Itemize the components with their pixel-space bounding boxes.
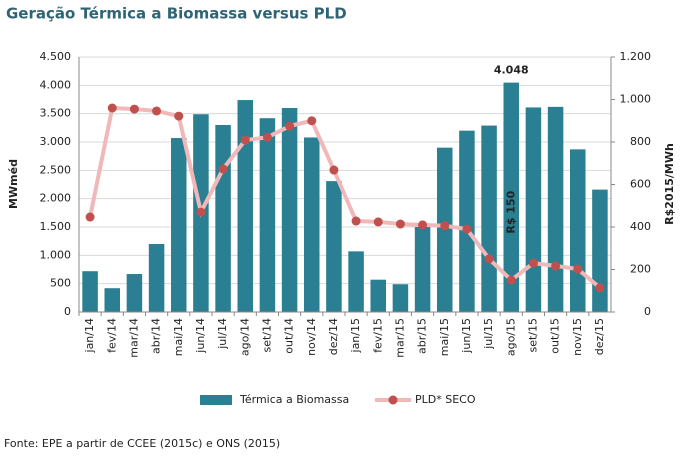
bar: [303, 137, 320, 312]
bar: [215, 125, 231, 312]
x-tick-label: jun/14: [194, 318, 207, 354]
line: [88, 105, 602, 290]
bar: [569, 149, 586, 312]
x-tick-label: set/14: [260, 318, 273, 353]
bar: [348, 251, 364, 312]
line-marker: [506, 275, 516, 285]
legend-label: PLD* SECO: [415, 393, 476, 406]
bar: [326, 181, 342, 312]
y-tick-label: 4.000: [40, 78, 72, 91]
y2-tick-label: 1.200: [620, 50, 652, 63]
x-tick-label: mar/15: [393, 318, 406, 358]
chart-title: Geração Térmica a Biomassa versus PLD: [6, 5, 347, 23]
legend-marker: [388, 395, 398, 405]
bar: [392, 284, 409, 312]
bar: [281, 108, 298, 312]
y-tick-label: 3.000: [40, 135, 72, 148]
line-marker: [240, 135, 250, 145]
line-marker: [373, 217, 383, 227]
bar: [525, 107, 542, 312]
bar: [459, 130, 475, 312]
y-tick-label: 500: [50, 277, 71, 290]
bar: [481, 125, 497, 312]
y-tick-label: 4.500: [40, 50, 72, 63]
x-tick-label: dez/14: [327, 318, 340, 355]
y-tick-label: 2.500: [40, 163, 72, 176]
y-axis-title: MWméd: [7, 159, 20, 209]
line-marker: [329, 165, 339, 175]
x-tick-label: out/15: [549, 318, 562, 354]
line-marker: [307, 116, 317, 126]
y-tick-label: 3.500: [40, 107, 72, 120]
y-tick-label: 1.000: [40, 248, 72, 261]
x-tick-label: mai/14: [172, 318, 185, 356]
line-marker: [395, 219, 405, 229]
x-tick-label: dez/15: [593, 318, 606, 355]
bar: [503, 82, 520, 312]
line-marker: [107, 103, 117, 113]
x-tick-label: abr/15: [416, 318, 429, 354]
line-marker: [262, 132, 272, 142]
y-tick-label: 2.000: [40, 192, 72, 205]
x-tick-label: ago/15: [504, 318, 517, 356]
bar: [82, 271, 98, 312]
x-tick-label: fev/14: [105, 318, 118, 353]
bar: [547, 106, 564, 312]
y2-tick-label: 0: [644, 305, 651, 318]
data-label: R$ 150: [504, 190, 517, 233]
x-tick-label: fev/15: [371, 318, 384, 353]
line-marker: [462, 224, 472, 234]
y-tick-label: 1.500: [40, 220, 72, 233]
line-marker: [351, 216, 361, 226]
line-marker: [152, 106, 162, 116]
y2-tick-label: 200: [630, 263, 651, 276]
line-marker: [440, 221, 450, 231]
y2-tick-label: 800: [630, 135, 651, 148]
bar: [237, 100, 254, 312]
line-marker: [484, 254, 494, 264]
data-label: 4.048: [494, 64, 529, 77]
bar: [126, 274, 143, 312]
line-marker: [196, 207, 206, 217]
line-marker: [285, 121, 295, 131]
x-tick-label: jul/15: [482, 318, 495, 350]
line-marker: [528, 258, 538, 268]
x-tick-label: jan/14: [83, 318, 96, 353]
bar: [259, 118, 276, 312]
line-marker: [595, 283, 605, 293]
line-marker: [573, 264, 583, 274]
y2-tick-label: 600: [630, 178, 651, 191]
line-marker: [418, 220, 428, 230]
bar: [170, 138, 187, 312]
x-tick-label: mai/15: [438, 318, 451, 356]
bar: [592, 189, 608, 312]
y2-tick-label: 400: [630, 220, 651, 233]
bar: [414, 227, 431, 312]
bar: [148, 244, 165, 312]
x-tick-label: jan/15: [349, 318, 362, 353]
y2-axis-title: R$2015/MWh: [663, 143, 676, 225]
x-tick-label: jul/14: [216, 318, 229, 350]
x-tick-label: abr/14: [150, 318, 163, 354]
x-tick-label: jun/15: [460, 318, 473, 354]
line-marker: [218, 164, 228, 174]
x-tick-label: set/15: [526, 318, 539, 353]
x-tick-label: mar/14: [127, 318, 140, 358]
x-tick-label: nov/15: [571, 318, 584, 356]
legend-label: Térmica a Biomassa: [239, 393, 349, 406]
line-marker: [551, 261, 561, 271]
x-tick-label: ago/14: [238, 318, 251, 356]
y2-tick-label: 1.000: [620, 93, 652, 106]
x-tick-label: out/14: [283, 318, 296, 354]
line-marker: [174, 111, 184, 121]
x-tick-label: nov/14: [305, 318, 318, 356]
legend-swatch: [200, 395, 232, 405]
y-tick-label: 0: [64, 305, 71, 318]
bar: [104, 288, 121, 312]
source-note: Fonte: EPE a partir de CCEE (2015c) e ON…: [4, 437, 280, 450]
bar: [370, 279, 387, 312]
line-marker: [129, 104, 139, 114]
line-marker: [85, 212, 95, 222]
